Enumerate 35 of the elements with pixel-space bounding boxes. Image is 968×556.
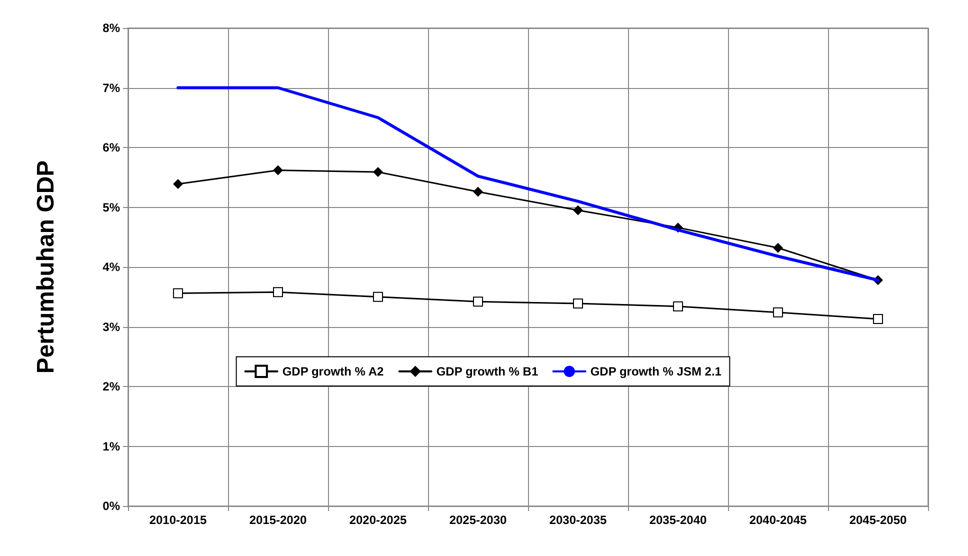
point — [173, 288, 183, 298]
y-tick-label: 7% — [102, 80, 120, 95]
x-tick-label: 2015-2020 — [249, 513, 308, 527]
x-tick-label: 2020-2025 — [349, 513, 408, 527]
point — [273, 165, 283, 176]
x-tick-label: 2010-2015 — [149, 513, 208, 527]
y-tick-label: 8% — [102, 21, 120, 35]
legend-label: GDP growth % B1 — [436, 364, 538, 378]
point — [773, 242, 783, 253]
y-tick-label: 0% — [102, 499, 120, 513]
x-tick-label: 2035-2040 — [649, 513, 708, 527]
x-tick-label: 2045-2050 — [849, 513, 908, 527]
x-tick-label: 2025-2030 — [449, 513, 508, 527]
y-tick-label: 1% — [102, 439, 120, 454]
y-axis-title: Pertumbuhan GDP — [32, 160, 60, 374]
point — [373, 166, 383, 177]
point — [773, 307, 783, 318]
point — [673, 301, 683, 312]
y-tick-label: 6% — [102, 140, 120, 154]
point — [473, 186, 483, 197]
x-tick-label: 2030-2035 — [549, 513, 608, 527]
point — [473, 296, 483, 307]
y-tick-label: 5% — [102, 200, 120, 214]
legend-label: GDP growth % A2 — [282, 364, 384, 378]
legend-label: GDP growth % JSM 2.1 — [590, 364, 722, 378]
point — [273, 287, 283, 298]
point — [373, 292, 383, 302]
x-tick-label: 2040-2045 — [749, 513, 808, 527]
point — [873, 314, 883, 324]
y-tick-label: 3% — [102, 320, 120, 334]
point — [573, 205, 583, 216]
y-tick-label: 2% — [102, 380, 120, 394]
y-tick-label: 4% — [102, 260, 120, 274]
point — [573, 298, 583, 308]
point — [173, 178, 183, 189]
